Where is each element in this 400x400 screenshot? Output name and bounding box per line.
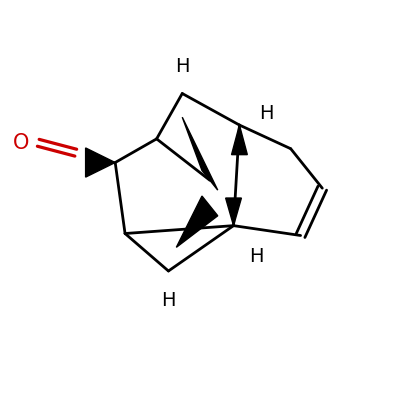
Polygon shape <box>182 117 218 190</box>
Text: H: H <box>161 291 176 310</box>
Text: H: H <box>259 104 274 123</box>
Polygon shape <box>176 196 218 247</box>
Polygon shape <box>232 125 247 155</box>
Polygon shape <box>86 148 115 177</box>
Text: H: H <box>175 57 190 76</box>
Text: H: H <box>249 247 264 266</box>
Text: O: O <box>13 133 30 153</box>
Polygon shape <box>226 198 242 226</box>
